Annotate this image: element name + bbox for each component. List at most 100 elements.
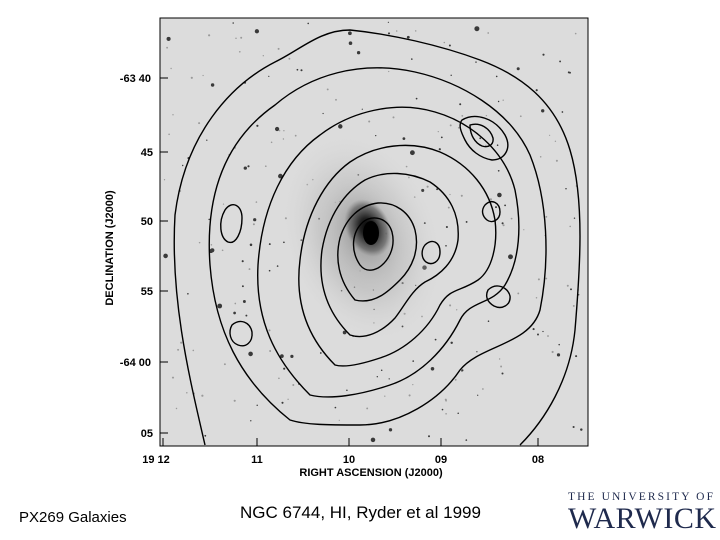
star-point [477, 394, 479, 396]
star-point [274, 126, 280, 132]
x-axis [162, 438, 539, 446]
star-point [495, 75, 498, 78]
star-point [281, 401, 284, 404]
galaxy-figure: -63 40 45 50 55 -64 00 05 19 12 11 10 09… [104, 17, 589, 479]
star-point [287, 398, 289, 400]
star-point [182, 164, 184, 167]
star-point [487, 32, 490, 34]
background-stars [162, 21, 583, 443]
star-point [163, 179, 166, 181]
star-point [572, 425, 575, 429]
y-tick-label: 50 [141, 216, 153, 228]
star-point [475, 61, 477, 63]
star-point [428, 435, 430, 438]
star-point [545, 215, 548, 218]
star-point [487, 320, 490, 322]
star-point [204, 434, 207, 437]
star-point [436, 188, 439, 191]
star-point [502, 99, 504, 101]
star-point [541, 109, 545, 113]
star-point [380, 369, 383, 372]
star-point [450, 74, 452, 77]
y-axis-label: DECLINATION (J2000) [104, 190, 116, 306]
star-point [278, 173, 283, 179]
star-point [334, 406, 337, 409]
star-point [223, 363, 226, 366]
star-point [280, 354, 284, 358]
star-point [233, 399, 236, 402]
star-point [248, 351, 253, 357]
star-point [495, 206, 497, 209]
star-point [508, 254, 513, 260]
star-point [245, 314, 248, 317]
university-logo: THE UNIVERSITY OF WARWICK [568, 490, 716, 536]
star-point [516, 67, 520, 71]
star-point [437, 130, 439, 133]
star-point [249, 243, 253, 247]
star-point [539, 156, 542, 158]
star-point [322, 112, 324, 115]
star-point [412, 384, 414, 386]
star-point [180, 341, 183, 344]
star-point [348, 31, 352, 36]
star-point [406, 35, 410, 39]
star-point [395, 30, 398, 32]
star-point [166, 46, 168, 49]
star-point [370, 437, 376, 443]
star-point [175, 407, 178, 410]
star-point [290, 354, 294, 359]
star-point [504, 204, 507, 207]
star-point [457, 127, 460, 129]
star-point [201, 394, 204, 397]
star-point [559, 60, 562, 63]
star-point [338, 124, 343, 129]
star-point [445, 412, 447, 415]
star-point [384, 395, 386, 397]
star-point [449, 193, 451, 196]
star-point [535, 297, 538, 299]
star-point [565, 187, 567, 190]
star-point [502, 224, 505, 227]
star-point [387, 32, 391, 35]
star-point [476, 351, 478, 353]
star-point [537, 333, 539, 336]
star-point [426, 185, 429, 188]
star-point [250, 420, 252, 422]
star-point [256, 124, 259, 127]
star-point [366, 407, 369, 410]
star-point [537, 278, 540, 281]
star-point [449, 304, 452, 307]
star-point [532, 328, 535, 331]
star-point [375, 134, 377, 137]
star-point [485, 144, 487, 147]
star-point [489, 198, 492, 201]
star-point [269, 350, 271, 352]
star-point [449, 124, 452, 127]
star-point [368, 120, 371, 123]
galaxy-optical-light [279, 131, 445, 345]
star-point [555, 159, 558, 162]
star-point [434, 338, 437, 341]
star-point [248, 268, 251, 271]
star-point [388, 70, 390, 73]
star-point [232, 22, 234, 24]
star-point [198, 122, 201, 125]
star-point [186, 392, 188, 394]
star-point [448, 44, 451, 47]
y-tick-label: 55 [141, 286, 153, 298]
star-point [240, 36, 243, 39]
star-point [262, 55, 264, 57]
star-point [294, 134, 297, 137]
star-point [388, 428, 393, 432]
star-point [479, 137, 482, 140]
star-point [460, 194, 463, 197]
star-point [190, 76, 193, 79]
star-point [556, 353, 561, 357]
star-point [177, 348, 180, 351]
star-point [300, 69, 303, 72]
star-point [338, 419, 340, 421]
star-point [296, 68, 299, 71]
star-point [572, 304, 575, 307]
star-point [234, 302, 237, 305]
star-point [166, 36, 171, 41]
